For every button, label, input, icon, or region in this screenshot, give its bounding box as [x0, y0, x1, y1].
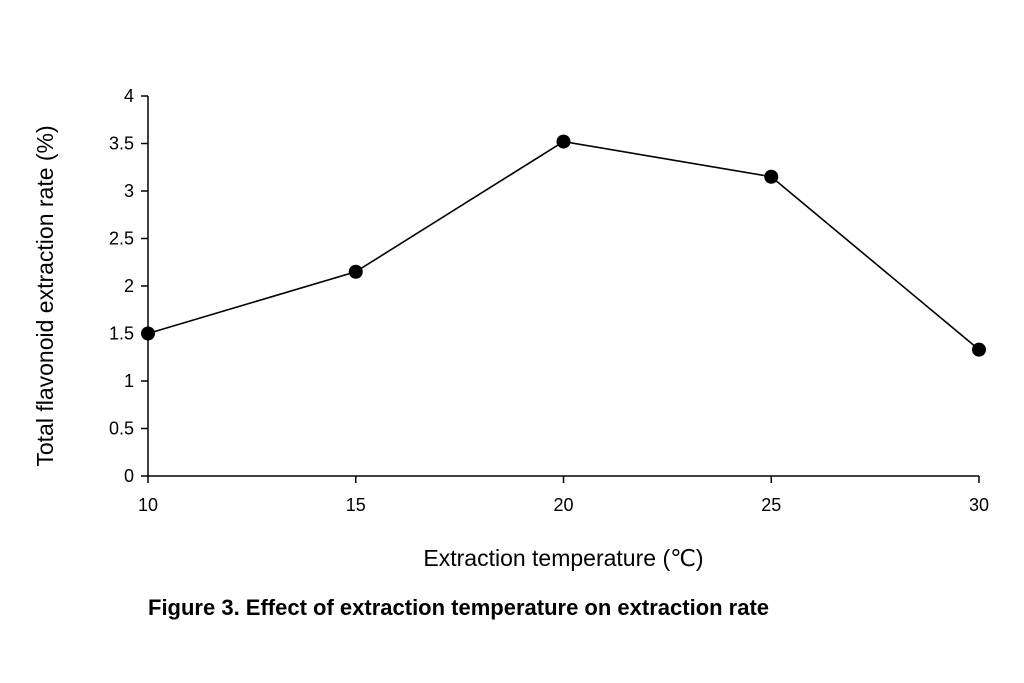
y-axis-title: Total flavonoid extraction rate (%) [32, 125, 58, 466]
series-line [147, 140, 980, 351]
y-tick-label: 2 [124, 276, 134, 296]
data-point [972, 342, 986, 357]
x-tick-label: 10 [138, 495, 158, 515]
axes [147, 96, 979, 477]
y-tick-label: 1.5 [109, 324, 134, 344]
figure-caption: Figure 3. Effect of extraction temperatu… [148, 595, 770, 620]
y-tick-label: 1 [124, 371, 134, 391]
y-tick-label: 3 [124, 181, 134, 201]
data-point [764, 169, 779, 184]
y-tick-label: 2.5 [109, 229, 134, 249]
y-ticks: 0 0.5 1 1.5 2 2.5 3 3.5 4 [109, 86, 148, 486]
y-tick-label: 4 [124, 86, 134, 106]
series-group [141, 134, 986, 357]
x-tick-label: 30 [969, 495, 989, 515]
y-tick-label: 0.5 [109, 419, 134, 439]
y-tick-label: 0 [124, 466, 134, 486]
data-point [141, 326, 155, 341]
x-axis-title: Extraction temperature (℃) [423, 545, 703, 571]
x-tick-label: 25 [761, 495, 781, 515]
x-tick-label: 15 [346, 495, 366, 515]
data-point [348, 264, 363, 279]
x-tick-label: 20 [553, 495, 573, 515]
x-ticks: 10 15 20 25 30 [138, 476, 989, 515]
data-point [556, 134, 571, 149]
y-tick-label: 3.5 [109, 134, 134, 154]
